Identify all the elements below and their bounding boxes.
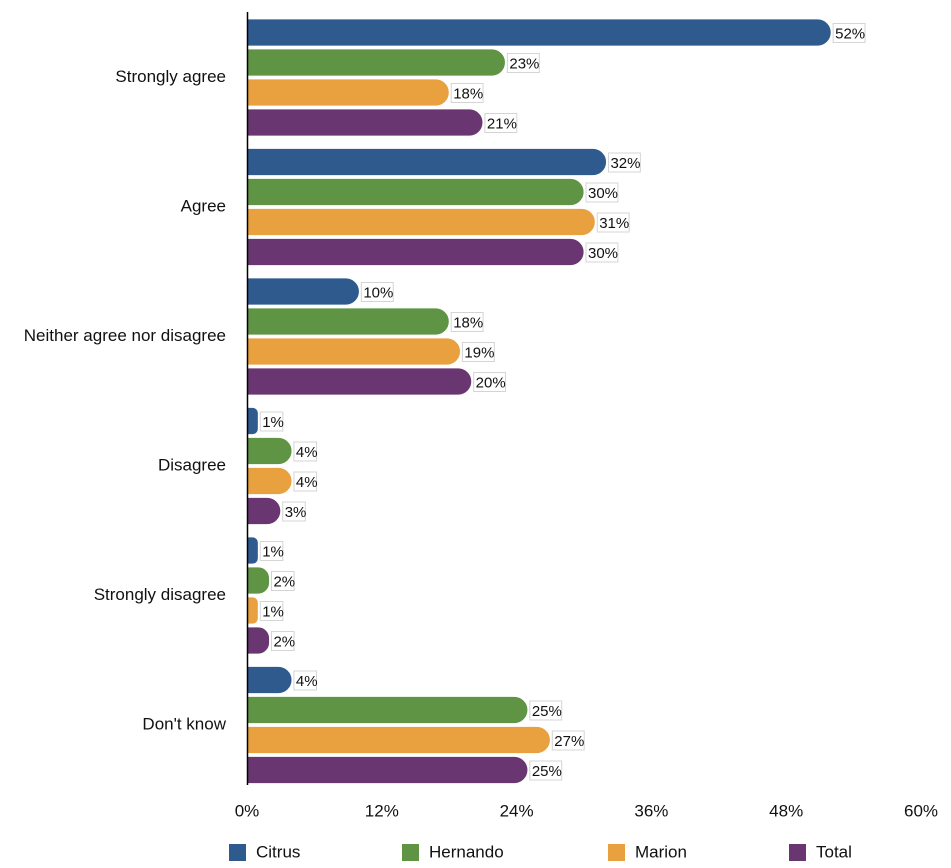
value-label-don-t-know-hernando: 25% [532, 703, 562, 720]
value-label-box [585, 182, 619, 203]
value-label-box [360, 282, 394, 302]
category-label-disagree: Disagree [158, 455, 226, 474]
bar-agree-total [246, 238, 585, 266]
value-label-agree-marion: 31% [599, 215, 629, 232]
legend-label-citrus: Citrus [256, 842, 300, 861]
x-tick-label: 36% [634, 801, 668, 820]
value-label-don-t-know-total: 25% [532, 763, 562, 780]
value-label-strongly-agree-marion: 18% [453, 85, 483, 102]
bar-strongly-disagree-hernando [246, 566, 270, 595]
legend-label-hernando: Hernando [429, 842, 504, 861]
value-label-box [832, 23, 866, 43]
x-tick-labels-layer: 0% 12% 24% 36% 48% 60% [235, 801, 938, 820]
bars-layer [246, 18, 832, 784]
value-label-box [450, 312, 484, 332]
value-labels-layer: 52%23%18%21%32%30%31%30%10%18%19%20%1%4%… [259, 23, 866, 781]
value-label-box [529, 700, 563, 721]
value-label-disagree-marion: 4% [296, 474, 318, 491]
value-label-box [585, 242, 619, 263]
value-label-box [551, 730, 585, 751]
value-label-strongly-disagree-total: 2% [273, 633, 295, 650]
category-label-don-t-know: Don't know [142, 714, 226, 733]
value-label-strongly-disagree-hernando: 2% [273, 573, 295, 590]
value-label-agree-total: 30% [588, 245, 618, 262]
value-label-box [461, 342, 495, 362]
bar-neither-agree-nor-disagree-marion [246, 337, 461, 366]
value-label-neither-agree-nor-disagree-total: 20% [476, 374, 506, 391]
bar-don-t-know-marion [246, 726, 551, 754]
bar-strongly-agree-marion [246, 78, 450, 107]
value-label-box [293, 441, 318, 462]
bar-disagree-total [246, 497, 282, 525]
x-tick-label: 0% [235, 801, 260, 820]
value-label-strongly-disagree-marion: 1% [262, 603, 284, 620]
value-label-box [484, 113, 518, 133]
value-label-don-t-know-citrus: 4% [296, 673, 318, 690]
legend: Citrus Hernando Marion Total [229, 842, 852, 861]
value-label-strongly-disagree-citrus: 1% [262, 543, 284, 560]
value-label-box [529, 760, 563, 781]
bar-don-t-know-citrus [246, 666, 293, 694]
bar-strongly-disagree-total [246, 626, 270, 655]
x-tick-label: 24% [500, 801, 534, 820]
bar-don-t-know-hernando [246, 696, 529, 724]
value-label-box [270, 571, 295, 591]
bar-strongly-disagree-marion [246, 596, 259, 625]
category-labels-layer: Strongly agree Agree Neither agree nor dis… [24, 67, 227, 734]
value-label-box [259, 541, 284, 561]
value-label-box [259, 411, 284, 432]
legend-swatch-citrus [229, 844, 246, 861]
value-label-box [293, 471, 318, 492]
legend-label-marion: Marion [635, 842, 687, 861]
value-label-box [473, 372, 507, 392]
value-label-agree-citrus: 32% [610, 155, 640, 172]
category-label-strongly-disagree: Strongly disagree [94, 585, 226, 604]
value-label-box [506, 53, 540, 73]
value-label-box [282, 501, 306, 522]
category-label-neither-agree-nor-disagree: Neither agree nor disagree [24, 326, 226, 345]
x-tick-label: 48% [769, 801, 803, 820]
bar-strongly-agree-citrus [246, 18, 832, 47]
value-label-neither-agree-nor-disagree-citrus: 10% [363, 284, 393, 301]
bar-don-t-know-total [246, 756, 529, 784]
category-label-agree: Agree [181, 196, 226, 215]
value-label-disagree-citrus: 1% [262, 414, 284, 431]
value-label-neither-agree-nor-disagree-hernando: 18% [453, 314, 483, 331]
legend-swatch-total [789, 844, 806, 861]
value-label-strongly-agree-total: 21% [487, 115, 517, 132]
value-label-strongly-agree-hernando: 23% [509, 55, 539, 72]
bar-neither-agree-nor-disagree-total [246, 367, 473, 396]
value-label-box [596, 212, 630, 233]
bar-neither-agree-nor-disagree-citrus [246, 277, 360, 306]
value-label-don-t-know-marion: 27% [554, 733, 584, 750]
bar-disagree-hernando [246, 437, 293, 465]
bar-strongly-agree-total [246, 108, 484, 137]
value-label-strongly-agree-citrus: 52% [835, 25, 865, 42]
value-label-agree-hernando: 30% [588, 185, 618, 202]
value-label-box [450, 83, 484, 103]
bar-strongly-disagree-citrus [246, 536, 259, 565]
bar-agree-marion [246, 208, 596, 236]
bar-agree-citrus [246, 148, 607, 176]
category-label-strongly-agree: Strongly agree [115, 67, 226, 86]
bar-disagree-citrus [246, 407, 259, 435]
bar-neither-agree-nor-disagree-hernando [246, 307, 450, 336]
legend-label-total: Total [816, 842, 852, 861]
value-label-box [607, 152, 641, 173]
bar-agree-hernando [246, 178, 585, 206]
value-label-disagree-hernando: 4% [296, 444, 318, 461]
value-label-disagree-total: 3% [285, 504, 307, 521]
legend-swatch-hernando [402, 844, 419, 861]
x-tick-label: 60% [904, 801, 938, 820]
x-tick-label: 12% [365, 801, 399, 820]
value-label-neither-agree-nor-disagree-marion: 19% [464, 344, 494, 361]
value-label-box [259, 601, 284, 621]
value-label-box [293, 670, 318, 691]
legend-swatch-marion [608, 844, 625, 861]
value-label-box [270, 631, 295, 651]
bar-disagree-marion [246, 467, 293, 495]
bar-strongly-agree-hernando [246, 48, 506, 77]
